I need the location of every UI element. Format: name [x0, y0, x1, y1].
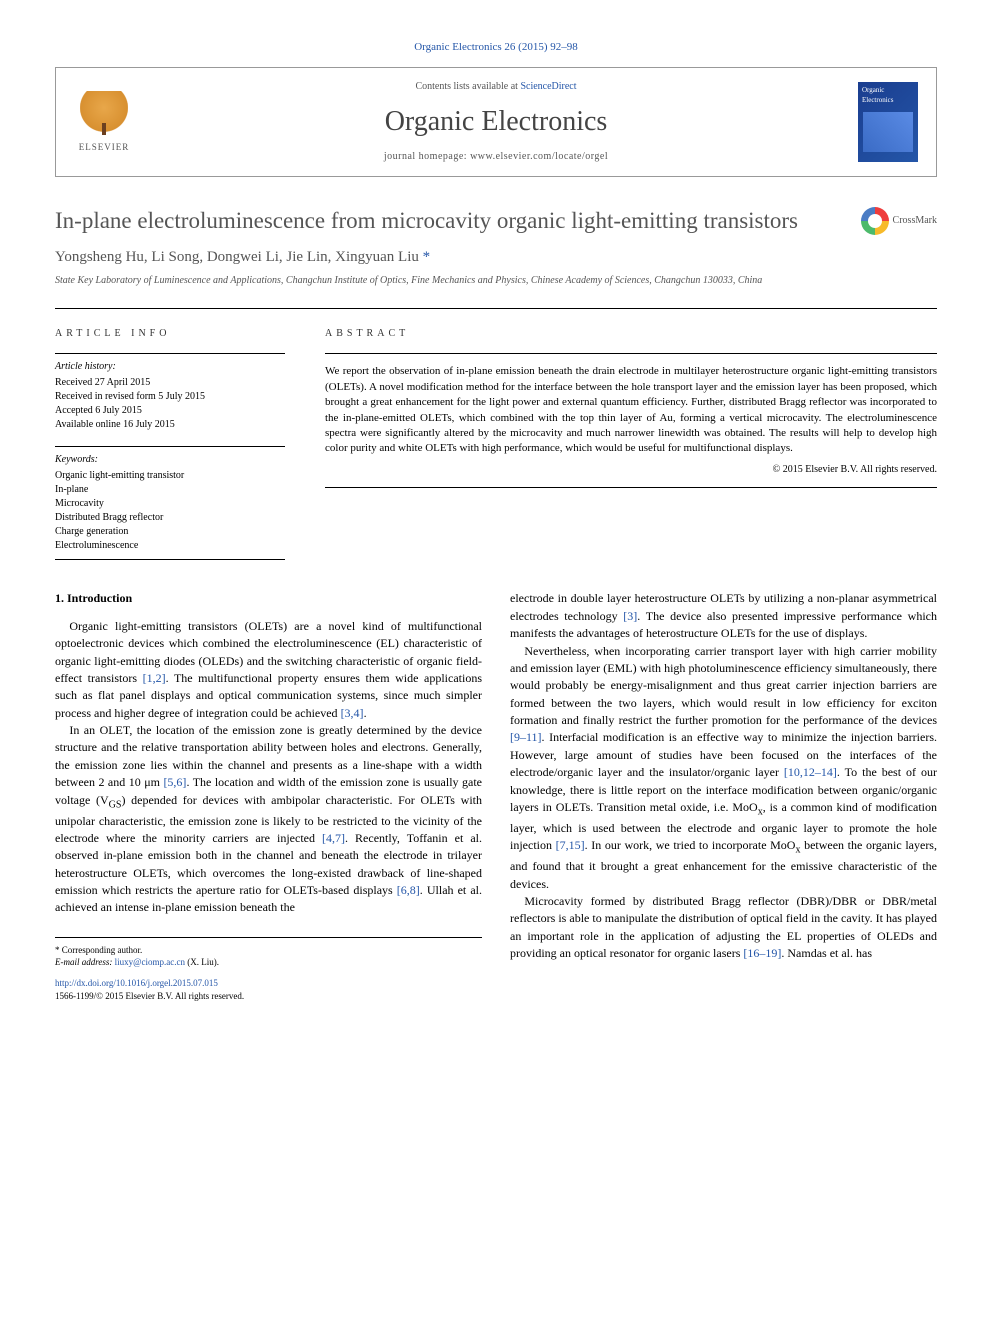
info-abstract-row: ARTICLE INFO Article history: Received 2… [55, 308, 937, 560]
abstract-label: ABSTRACT [325, 327, 937, 341]
column-left: 1. Introduction Organic light-emitting t… [55, 590, 482, 1002]
history-block: Article history: Received 27 April 2015 … [55, 353, 285, 432]
author-list: Yongsheng Hu, Li Song, Dongwei Li, Jie L… [55, 247, 937, 268]
cover-text: Organic Electronics [862, 86, 894, 104]
citation-ref[interactable]: [5,6] [163, 775, 186, 789]
citation-ref[interactable]: [4,7] [322, 831, 345, 845]
abstract-text: We report the observation of in-plane em… [325, 364, 937, 456]
citation-ref[interactable]: [9–11] [510, 730, 542, 744]
text-run: . In our work, we tried to incorporate M… [585, 838, 796, 852]
abstract-copyright: © 2015 Elsevier B.V. All rights reserved… [325, 463, 937, 477]
body-paragraph: electrode in double layer heterostructur… [510, 590, 937, 642]
journal-header: ELSEVIER Contents lists available at Sci… [55, 67, 937, 176]
article-info-label: ARTICLE INFO [55, 327, 285, 341]
body-paragraph: In an OLET, the location of the emission… [55, 722, 482, 917]
keyword: Electroluminescence [55, 539, 285, 553]
text-run: Microcavity formed by distributed Bragg … [510, 894, 937, 960]
keyword: Microcavity [55, 497, 285, 511]
header-center: Contents lists available at ScienceDirec… [154, 80, 838, 163]
email-link[interactable]: liuxy@ciomp.ac.cn [115, 957, 185, 967]
citation-ref[interactable]: [10,12–14] [784, 765, 837, 779]
intro-heading: 1. Introduction [55, 590, 482, 607]
elsevier-tree-icon [80, 91, 128, 139]
email-label: E-mail address: [55, 957, 115, 967]
affiliation: State Key Laboratory of Luminescence and… [55, 274, 937, 288]
abstract-block: We report the observation of in-plane em… [325, 353, 937, 487]
history-received: Received 27 April 2015 [55, 376, 285, 390]
sciencedirect-link[interactable]: ScienceDirect [520, 81, 576, 92]
doi-line: http://dx.doi.org/10.1016/j.orgel.2015.0… [55, 977, 482, 990]
keywords-title: Keywords: [55, 453, 285, 467]
crossmark-badge[interactable]: CrossMark [861, 207, 937, 235]
citation-ref[interactable]: [16–19] [743, 946, 781, 960]
abstract-section: ABSTRACT We report the observation of in… [325, 327, 937, 560]
body-paragraph: Organic light-emitting transistors (OLET… [55, 618, 482, 722]
keyword: Organic light-emitting transistor [55, 469, 285, 483]
citation-ref[interactable]: [3,4] [341, 706, 364, 720]
citation-ref[interactable]: [1,2] [143, 671, 166, 685]
homepage-label: journal homepage: [384, 151, 470, 162]
article-title: In-plane electroluminescence from microc… [55, 207, 841, 236]
history-online: Available online 16 July 2015 [55, 418, 285, 432]
keyword: Distributed Bragg reflector [55, 511, 285, 525]
history-title: Article history: [55, 360, 285, 374]
doi-link[interactable]: http://dx.doi.org/10.1016/j.orgel.2015.0… [55, 978, 218, 988]
issn-line: 1566-1199/© 2015 Elsevier B.V. All right… [55, 990, 482, 1003]
citation-ref[interactable]: [7,15] [556, 838, 585, 852]
column-right: electrode in double layer heterostructur… [510, 590, 937, 1002]
journal-name: Organic Electronics [154, 102, 838, 141]
corresponding-note: * Corresponding author. [55, 944, 482, 957]
homepage-line: journal homepage: www.elsevier.com/locat… [154, 150, 838, 164]
keyword: Charge generation [55, 525, 285, 539]
crossmark-label: CrossMark [893, 214, 937, 228]
crossmark-icon [861, 207, 889, 235]
email-suffix: (X. Liu). [185, 957, 219, 967]
citation-line: Organic Electronics 26 (2015) 92–98 [55, 40, 937, 55]
citation-ref[interactable]: [3] [623, 609, 637, 623]
corresponding-marker: * [419, 249, 430, 265]
journal-cover-thumb: Organic Electronics [858, 82, 918, 162]
contents-prefix: Contents lists available at [415, 81, 520, 92]
contents-available: Contents lists available at ScienceDirec… [154, 80, 838, 94]
subscript: GS [109, 799, 122, 810]
text-run: . Namdas et al. has [781, 946, 872, 960]
keyword: In-plane [55, 483, 285, 497]
article-info: ARTICLE INFO Article history: Received 2… [55, 327, 285, 560]
text-run: Nevertheless, when incorporating carrier… [510, 644, 937, 728]
title-row: In-plane electroluminescence from microc… [55, 207, 937, 236]
elsevier-logo: ELSEVIER [74, 87, 134, 157]
history-revised: Received in revised form 5 July 2015 [55, 390, 285, 404]
email-line: E-mail address: liuxy@ciomp.ac.cn (X. Li… [55, 956, 482, 969]
authors-text: Yongsheng Hu, Li Song, Dongwei Li, Jie L… [55, 249, 419, 265]
footer-block: * Corresponding author. E-mail address: … [55, 937, 482, 1002]
cover-art [863, 112, 913, 152]
homepage-url[interactable]: www.elsevier.com/locate/orgel [470, 151, 608, 162]
body-paragraph: Microcavity formed by distributed Bragg … [510, 893, 937, 963]
keywords-block: Keywords: Organic light-emitting transis… [55, 446, 285, 560]
text-run: . [364, 706, 367, 720]
citation-ref[interactable]: [6,8] [397, 883, 420, 897]
body-columns: 1. Introduction Organic light-emitting t… [55, 590, 937, 1002]
history-accepted: Accepted 6 July 2015 [55, 404, 285, 418]
body-paragraph: Nevertheless, when incorporating carrier… [510, 643, 937, 893]
elsevier-label: ELSEVIER [79, 141, 130, 154]
